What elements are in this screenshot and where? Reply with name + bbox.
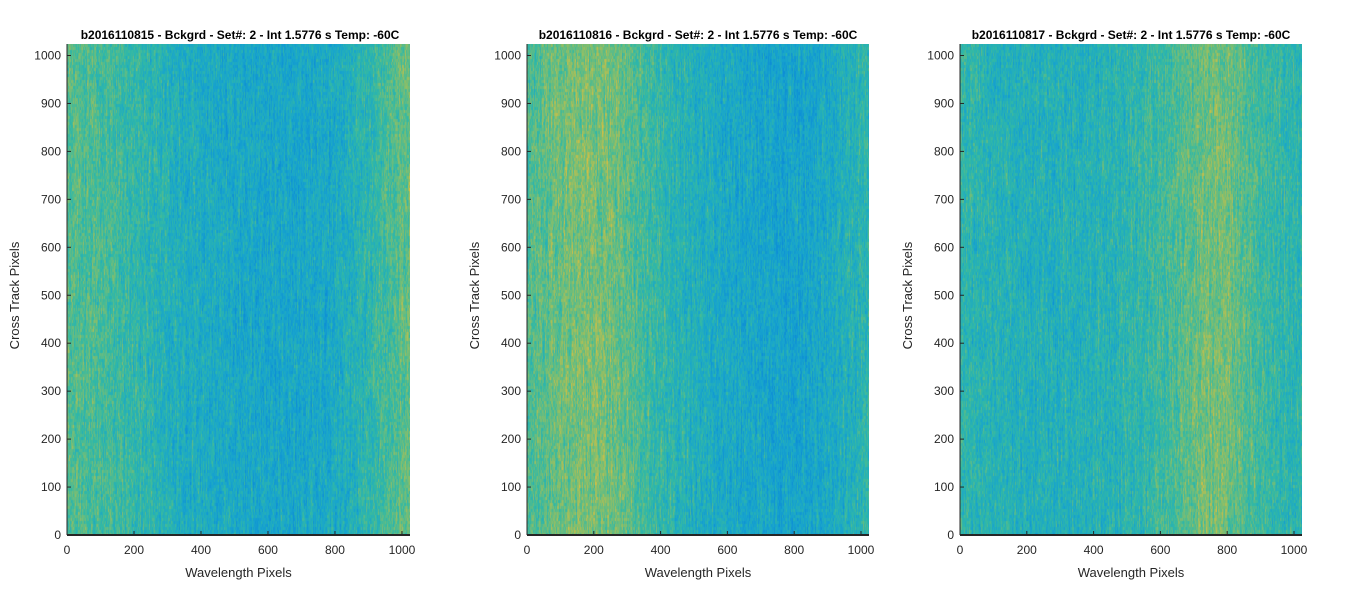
panel-1: 0 200 400 600 800 1000 0 100 200 300 400 500 600 700 8… xyxy=(7,28,416,580)
x-tick-label: 200 xyxy=(584,543,604,557)
x-tick-label: 1000 xyxy=(848,543,875,557)
x-tick-label: 800 xyxy=(784,543,804,557)
y-tick-label: 100 xyxy=(41,480,61,494)
x-tick-label: 0 xyxy=(64,543,71,557)
panel-3: 0 200 400 600 800 1000 0 100 200 300 400 500 600 700 8… xyxy=(900,28,1308,580)
y-tick-label: 700 xyxy=(41,192,61,206)
y-tick-label: 0 xyxy=(947,528,954,542)
y-tick-label: 500 xyxy=(501,288,521,302)
x-tick-label: 200 xyxy=(1017,543,1037,557)
y-tick-label: 900 xyxy=(501,96,521,110)
y-tick-label: 100 xyxy=(501,480,521,494)
y-tick-label: 200 xyxy=(934,432,954,446)
y-tick-label: 1000 xyxy=(494,49,521,63)
y-tick-label: 500 xyxy=(41,288,61,302)
x-tick-label: 400 xyxy=(651,543,671,557)
y-tick-label: 1000 xyxy=(927,49,954,63)
y-axis-label: Cross Track Pixels xyxy=(467,241,482,349)
y-tick-label: 300 xyxy=(501,384,521,398)
x-tick-label: 400 xyxy=(191,543,211,557)
y-tick-label: 0 xyxy=(514,528,521,542)
y-tick-label: 600 xyxy=(41,240,61,254)
x-axis-label: Wavelength Pixels xyxy=(1078,565,1185,580)
heatmap-image xyxy=(67,44,410,535)
heatmap-image xyxy=(960,44,1302,535)
y-tick-label: 700 xyxy=(934,192,954,206)
y-tick-label: 100 xyxy=(934,480,954,494)
x-tick-label: 400 xyxy=(1084,543,1104,557)
heatmap-image xyxy=(527,44,869,535)
y-axis-label: Cross Track Pixels xyxy=(900,241,915,349)
y-tick-label: 500 xyxy=(934,288,954,302)
y-tick-label: 800 xyxy=(501,144,521,158)
y-tick-label: 0 xyxy=(54,528,61,542)
x-tick-label: 1000 xyxy=(1281,543,1308,557)
panel-2: 0 200 400 600 800 1000 0 100 200 300 400 500 600 700 8… xyxy=(467,28,875,580)
y-tick-label: 1000 xyxy=(34,49,61,63)
chart-title: b2016110816 - Bckgrd - Set#: 2 - Int 1.5… xyxy=(539,28,858,42)
x-tick-label: 1000 xyxy=(389,543,416,557)
x-tick-label: 800 xyxy=(1217,543,1237,557)
x-tick-label: 600 xyxy=(1150,543,1170,557)
x-axis-label: Wavelength Pixels xyxy=(645,565,752,580)
y-tick-label: 400 xyxy=(41,336,61,350)
y-tick-label: 600 xyxy=(934,240,954,254)
y-tick-label: 200 xyxy=(501,432,521,446)
x-tick-label: 600 xyxy=(258,543,278,557)
y-tick-label: 300 xyxy=(41,384,61,398)
y-tick-label: 200 xyxy=(41,432,61,446)
y-tick-label: 900 xyxy=(934,96,954,110)
x-tick-label: 600 xyxy=(717,543,737,557)
y-tick-label: 800 xyxy=(934,144,954,158)
y-tick-label: 300 xyxy=(934,384,954,398)
y-tick-label: 600 xyxy=(501,240,521,254)
chart-title: b2016110815 - Bckgrd - Set#: 2 - Int 1.5… xyxy=(81,28,400,42)
y-tick-label: 900 xyxy=(41,96,61,110)
y-tick-label: 400 xyxy=(934,336,954,350)
y-axis-label: Cross Track Pixels xyxy=(7,241,22,349)
y-tick-label: 700 xyxy=(501,192,521,206)
x-axis-label: Wavelength Pixels xyxy=(185,565,292,580)
chart-title: b2016110817 - Bckgrd - Set#: 2 - Int 1.5… xyxy=(972,28,1291,42)
x-tick-label: 0 xyxy=(957,543,964,557)
y-tick-label: 800 xyxy=(41,144,61,158)
x-tick-label: 800 xyxy=(325,543,345,557)
x-tick-label: 0 xyxy=(524,543,531,557)
y-tick-label: 400 xyxy=(501,336,521,350)
x-tick-label: 200 xyxy=(124,543,144,557)
